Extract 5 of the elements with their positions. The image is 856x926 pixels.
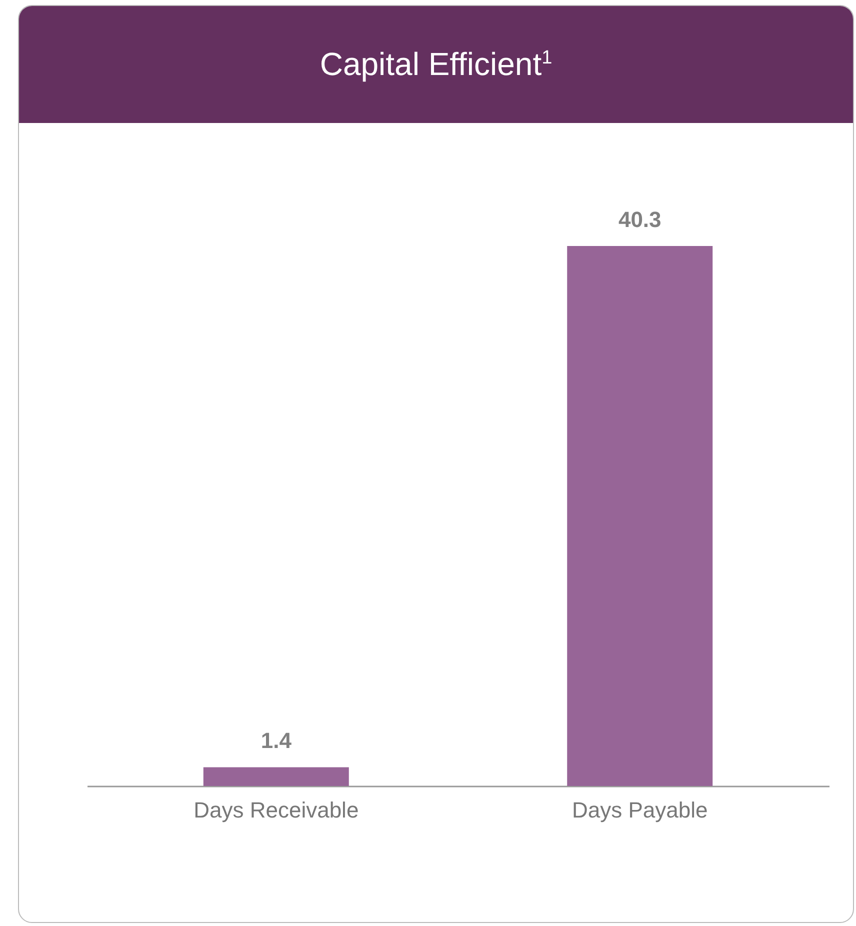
chart-title: Capital Efficient$^{1}$ <box>320 46 552 83</box>
x-tick-label: Days Payable <box>572 798 708 822</box>
data-label: 40.3 <box>618 207 662 232</box>
x-tick-label: Days Receivable <box>194 798 359 822</box>
data-label: 1.4 <box>260 728 292 754</box>
